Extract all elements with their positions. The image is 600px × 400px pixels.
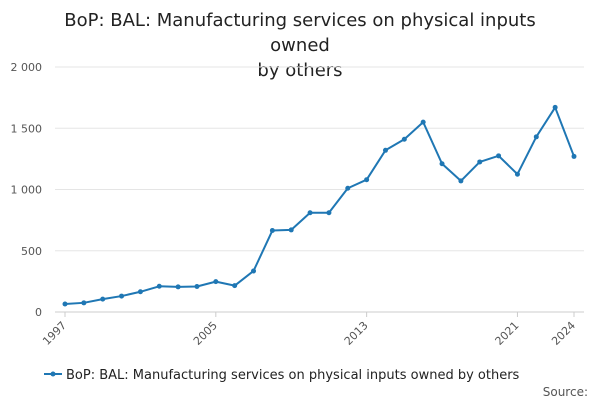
y-tick-label-1500: 1 500	[11, 122, 43, 135]
data-point-2010[interactable]	[307, 210, 313, 216]
data-point-2012[interactable]	[345, 185, 351, 191]
x-tick-label-2024: 2024	[549, 319, 578, 348]
data-point-2018[interactable]	[458, 178, 464, 184]
data-point-2003[interactable]	[175, 284, 181, 290]
series-line-0	[64, 106, 575, 306]
data-point-2005[interactable]	[213, 279, 219, 285]
legend[interactable]: BoP: BAL: Manufacturing services on phys…	[44, 368, 520, 383]
data-point-2011[interactable]	[326, 210, 332, 216]
data-point-2002[interactable]	[156, 283, 162, 289]
y-tick-label-1000: 1 000	[11, 184, 43, 197]
data-point-1998[interactable]	[81, 300, 87, 306]
data-point-2008[interactable]	[269, 228, 275, 234]
data-point-2022[interactable]	[533, 134, 539, 140]
chart-title-line-1: BoP: BAL: Manufacturing services on phys…	[64, 10, 536, 56]
x-tick-label-2013: 2013	[342, 319, 371, 348]
data-point-1997[interactable]	[62, 301, 68, 307]
data-point-2021[interactable]	[514, 171, 520, 177]
legend-dot-marker	[50, 371, 56, 377]
source-label: Source:	[543, 385, 588, 399]
x-tick-label-2021: 2021	[493, 319, 522, 348]
x-tick-label-2005: 2005	[191, 319, 220, 348]
y-tick-label-0: 0	[35, 306, 42, 319]
chart-title: BoP: BAL: Manufacturing services on phys…	[40, 8, 560, 83]
legend-label: BoP: BAL: Manufacturing services on phys…	[66, 368, 520, 383]
chart-title-line-2: by others	[257, 60, 343, 81]
data-point-2006[interactable]	[232, 283, 238, 289]
data-point-2019[interactable]	[477, 159, 483, 165]
data-point-2000[interactable]	[119, 293, 125, 299]
data-point-2016[interactable]	[420, 119, 426, 125]
data-point-2001[interactable]	[137, 289, 143, 295]
data-point-2014[interactable]	[382, 147, 388, 153]
data-point-2004[interactable]	[194, 284, 200, 290]
gridlines	[55, 66, 584, 252]
data-point-1999[interactable]	[100, 296, 106, 302]
data-point-2007[interactable]	[251, 268, 257, 274]
data-point-2015[interactable]	[401, 136, 407, 142]
x-axis: 1997 2005 2013 2021 2024	[40, 311, 584, 348]
data-point-2024[interactable]	[571, 153, 577, 159]
y-tick-label-500: 500	[21, 245, 42, 258]
x-tick-label-1997: 1997	[40, 319, 69, 348]
y-tick-label-2000: 2 000	[11, 61, 43, 74]
series-group	[62, 104, 577, 307]
data-point-2017[interactable]	[439, 161, 445, 167]
y-axis-ticks: 0 500 1 000 1 500 2 000	[11, 61, 43, 319]
data-point-2020[interactable]	[496, 153, 502, 159]
data-point-2009[interactable]	[288, 227, 294, 233]
data-point-2023[interactable]	[552, 104, 558, 110]
data-point-2013[interactable]	[364, 177, 370, 183]
